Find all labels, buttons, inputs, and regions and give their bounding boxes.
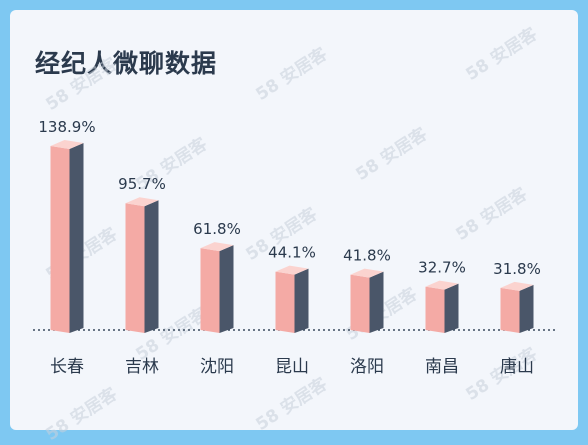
bar-top	[425, 280, 459, 290]
bar-side	[144, 200, 159, 333]
bar-value-label: 61.8%	[193, 220, 241, 238]
chart-card: 经纪人微聊数据	[10, 10, 578, 430]
bar-front	[50, 146, 70, 333]
bar-top	[275, 265, 309, 275]
category-label: 洛阳	[350, 357, 384, 377]
bar-front	[500, 287, 520, 333]
bar-side	[69, 143, 84, 333]
bar-value-label: 31.8%	[493, 260, 541, 278]
bar-front	[350, 274, 370, 333]
bar-top	[350, 268, 384, 278]
bar-side	[294, 268, 309, 333]
bar-side	[444, 283, 459, 333]
category-label: 长春	[50, 357, 84, 377]
bar-top	[125, 197, 159, 207]
bar-value-label: 32.7%	[418, 259, 466, 277]
bar-front	[425, 286, 445, 333]
bar-top	[500, 281, 534, 291]
bar-value-label: 138.9%	[38, 118, 95, 136]
category-label: 吉林	[125, 357, 159, 377]
chart-title: 经纪人微聊数据	[35, 49, 218, 78]
bar-top	[50, 140, 84, 149]
bar-value-label: 41.8%	[343, 247, 391, 265]
bar-front	[125, 203, 145, 333]
bar-side	[519, 284, 534, 333]
bar-value-label: 44.1%	[268, 244, 316, 262]
bar-side	[219, 245, 234, 333]
category-label: 昆山	[275, 357, 309, 377]
bar-value-label: 95.7%	[118, 175, 166, 193]
bar-top	[200, 242, 234, 252]
bar-front	[200, 248, 220, 333]
category-label: 沈阳	[200, 357, 234, 377]
bar-front	[275, 271, 295, 333]
bar-side	[369, 271, 384, 333]
category-label: 南昌	[425, 357, 459, 377]
category-label: 唐山	[500, 356, 534, 377]
